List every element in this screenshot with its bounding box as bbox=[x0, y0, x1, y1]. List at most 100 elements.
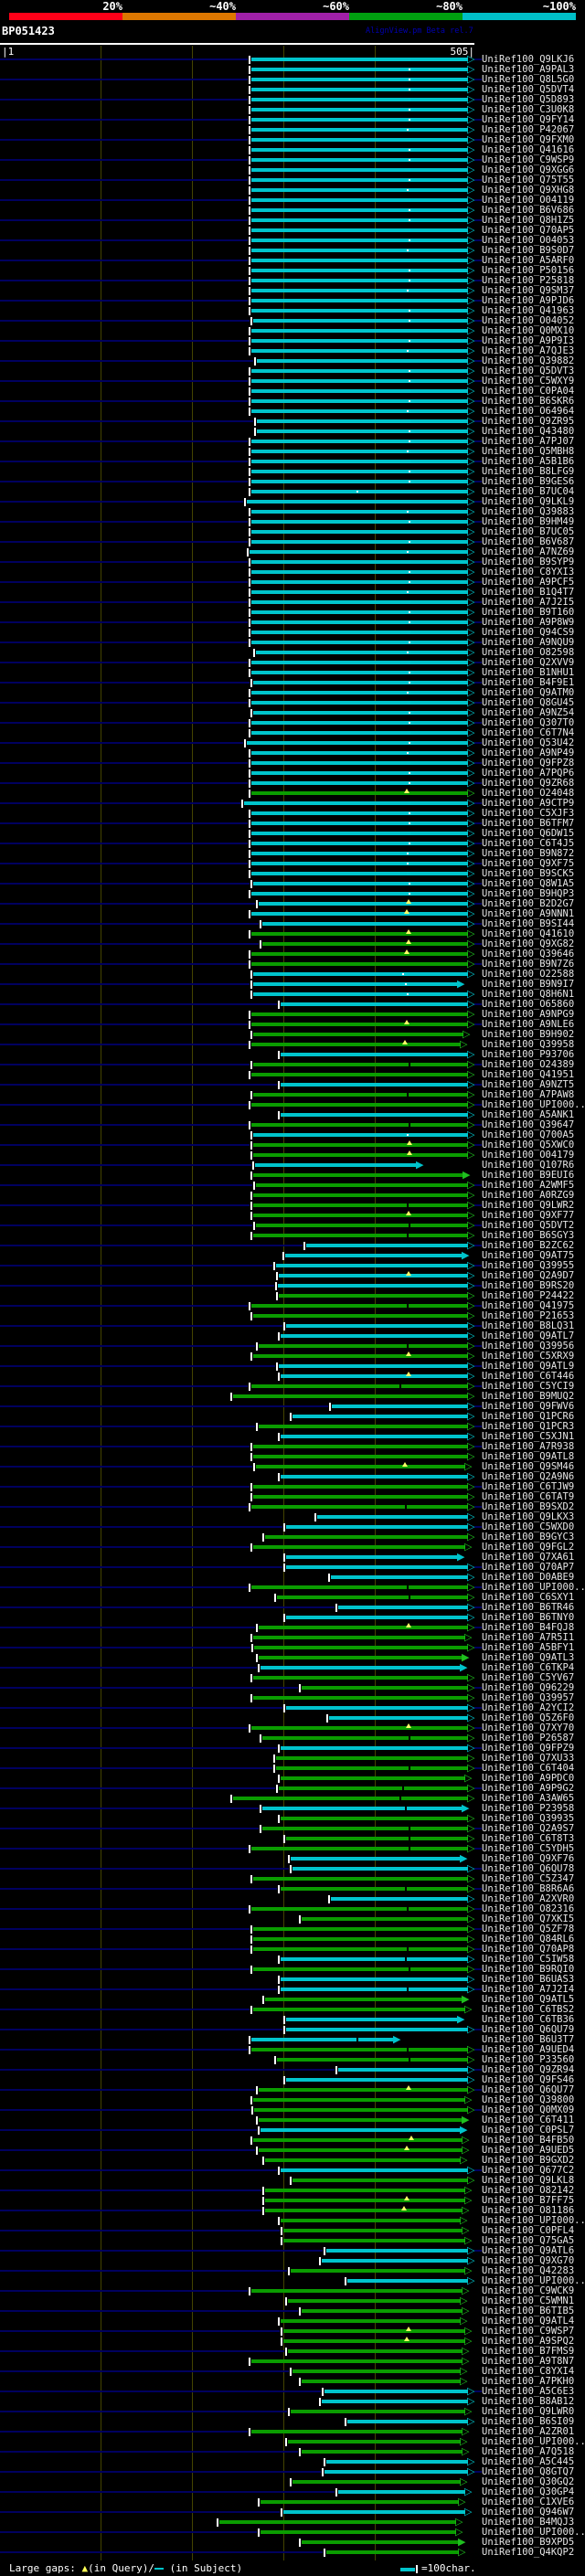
alignment-bar[interactable] bbox=[251, 1907, 468, 1911]
hit-label[interactable]: UniRef100_B9HQP3 bbox=[482, 888, 575, 899]
hit-label[interactable]: UniRef100_B6TR46 bbox=[482, 1602, 575, 1613]
hit-label[interactable]: UniRef100_Q43480 bbox=[482, 426, 575, 437]
hit-label[interactable]: UniRef100_B9SCK5 bbox=[482, 868, 575, 879]
hit-label[interactable]: UniRef100_C6T4J5 bbox=[482, 838, 575, 849]
alignment-bar[interactable] bbox=[251, 58, 468, 61]
alignment-bar[interactable] bbox=[259, 1425, 468, 1428]
hit-label[interactable]: UniRef100_Q9LWR0 bbox=[482, 2406, 575, 2417]
alignment-bar[interactable] bbox=[253, 1193, 468, 1197]
hit-label[interactable]: UniRef100_P93706 bbox=[482, 1049, 575, 1060]
alignment-bar[interactable] bbox=[281, 1776, 465, 1780]
hit-label[interactable]: UniRef100_B9SXD2 bbox=[482, 1501, 575, 1512]
hit-label[interactable]: UniRef100_C5XJF3 bbox=[482, 808, 575, 819]
hit-label[interactable]: UniRef100_Q9ATL9 bbox=[482, 1361, 575, 1372]
alignment-bar[interactable] bbox=[281, 1053, 468, 1056]
hit-label[interactable]: UniRef100_O24389 bbox=[482, 1059, 575, 1070]
alignment-bar[interactable] bbox=[251, 168, 468, 172]
alignment-bar[interactable] bbox=[251, 218, 468, 222]
alignment-bar[interactable] bbox=[251, 912, 468, 916]
hit-label[interactable]: UniRef100_UPI000.. bbox=[482, 2215, 585, 2226]
hit-label[interactable]: UniRef100_Q7XKI5 bbox=[482, 1913, 575, 1924]
hit-label[interactable]: UniRef100_B7UC05 bbox=[482, 526, 575, 537]
hit-label[interactable]: UniRef100_B2ZC62 bbox=[482, 1240, 575, 1251]
hit-label[interactable]: UniRef100_P33560 bbox=[482, 2054, 575, 2065]
alignment-bar[interactable] bbox=[253, 982, 458, 986]
alignment-bar[interactable] bbox=[251, 289, 468, 292]
hit-label[interactable]: UniRef100_Q70AP8 bbox=[482, 1944, 575, 1955]
alignment-bar[interactable] bbox=[329, 1716, 468, 1720]
hit-label[interactable]: UniRef100_Q0MX09 bbox=[482, 2104, 575, 2115]
hit-label[interactable]: UniRef100_A9NNN1 bbox=[482, 908, 575, 919]
alignment-bar[interactable] bbox=[251, 1023, 468, 1026]
hit-label[interactable]: UniRef100_B1Q4T7 bbox=[482, 587, 575, 598]
alignment-bar[interactable] bbox=[281, 1977, 468, 1981]
alignment-bar[interactable] bbox=[347, 2279, 468, 2283]
hit-label[interactable]: UniRef100_P23958 bbox=[482, 1803, 575, 1814]
alignment-bar[interactable] bbox=[251, 862, 468, 865]
alignment-bar[interactable] bbox=[257, 359, 468, 363]
alignment-bar[interactable] bbox=[251, 631, 468, 634]
alignment-bar[interactable] bbox=[251, 1585, 468, 1589]
alignment-bar[interactable] bbox=[233, 1394, 468, 1398]
alignment-bar[interactable] bbox=[251, 178, 468, 182]
hit-label[interactable]: UniRef100_Q307T0 bbox=[482, 717, 575, 728]
hit-label[interactable]: UniRef100_UPI000.. bbox=[482, 2275, 585, 2286]
hit-label[interactable]: UniRef100_Q9LKL9 bbox=[482, 496, 575, 507]
hit-label[interactable]: UniRef100_Q42283 bbox=[482, 2265, 575, 2276]
alignment-bar[interactable] bbox=[251, 108, 468, 111]
hit-label[interactable]: UniRef100_Q2A9S7 bbox=[482, 1823, 575, 1834]
alignment-bar[interactable] bbox=[251, 590, 468, 594]
alignment-bar[interactable] bbox=[251, 1847, 468, 1850]
hit-label[interactable]: UniRef100_Q75T55 bbox=[482, 175, 575, 186]
hit-label[interactable]: UniRef100_C9WCK9 bbox=[482, 2285, 575, 2296]
hit-label[interactable]: UniRef100_A9NLE6 bbox=[482, 1019, 575, 1030]
hit-label[interactable]: UniRef100_Q84RL6 bbox=[482, 1934, 575, 1945]
alignment-bar[interactable] bbox=[251, 269, 468, 272]
hit-label[interactable]: UniRef100_Q9XF76 bbox=[482, 1853, 575, 1864]
hit-label[interactable]: UniRef100_O24048 bbox=[482, 788, 575, 799]
hit-label[interactable]: UniRef100_Q9ATL6 bbox=[482, 2245, 575, 2256]
alignment-bar[interactable] bbox=[302, 2450, 463, 2454]
alignment-bar[interactable] bbox=[259, 2148, 463, 2152]
hit-label[interactable]: UniRef100_A7R938 bbox=[482, 1441, 575, 1452]
hit-label[interactable]: UniRef100_A9UED4 bbox=[482, 2044, 575, 2055]
alignment-bar[interactable] bbox=[276, 1766, 468, 1770]
hit-label[interactable]: UniRef100_P25818 bbox=[482, 275, 575, 286]
hit-label[interactable]: UniRef100_C9WSP9 bbox=[482, 154, 575, 165]
alignment-bar[interactable] bbox=[259, 1656, 463, 1659]
hit-label[interactable]: UniRef100_B4FQJ8 bbox=[482, 1622, 575, 1633]
hit-label[interactable]: UniRef100_A9SPQ2 bbox=[482, 2336, 575, 2347]
hit-label[interactable]: UniRef100_Q9FGL2 bbox=[482, 1542, 575, 1553]
alignment-bar[interactable] bbox=[251, 540, 468, 544]
alignment-bar[interactable] bbox=[251, 1505, 468, 1509]
hit-label[interactable]: UniRef100_Q9FPZ8 bbox=[482, 758, 575, 769]
alignment-bar[interactable] bbox=[281, 1887, 468, 1891]
alignment-bar[interactable] bbox=[259, 1344, 468, 1348]
alignment-bar[interactable] bbox=[292, 2480, 461, 2484]
alignment-bar[interactable] bbox=[251, 560, 468, 564]
alignment-bar[interactable] bbox=[283, 2510, 465, 2514]
alignment-bar[interactable] bbox=[262, 1827, 468, 1830]
hit-label[interactable]: UniRef100_Q39957 bbox=[482, 1692, 575, 1703]
alignment-bar[interactable] bbox=[251, 751, 468, 755]
hit-label[interactable]: UniRef100_B4MQJ3 bbox=[482, 2517, 575, 2528]
alignment-bar[interactable] bbox=[291, 2269, 465, 2273]
alignment-bar[interactable] bbox=[281, 1957, 468, 1961]
alignment-bar[interactable] bbox=[251, 440, 468, 443]
alignment-bar[interactable] bbox=[253, 1545, 465, 1549]
alignment-bar[interactable] bbox=[251, 811, 468, 815]
hit-label[interactable]: UniRef100_B9HM49 bbox=[482, 516, 575, 527]
alignment-bar[interactable] bbox=[253, 1967, 468, 1971]
alignment-bar[interactable] bbox=[276, 1756, 468, 1760]
alignment-bar[interactable] bbox=[326, 2460, 468, 2464]
hit-label[interactable]: UniRef100_C5Z347 bbox=[482, 1873, 575, 1884]
alignment-bar[interactable] bbox=[261, 2530, 456, 2534]
alignment-bar[interactable] bbox=[251, 329, 468, 333]
hit-label[interactable]: UniRef100_Q96229 bbox=[482, 1682, 575, 1693]
alignment-bar[interactable] bbox=[251, 188, 468, 192]
hit-label[interactable]: UniRef100_Q9LKJ6 bbox=[482, 54, 575, 65]
hit-label[interactable]: UniRef100_A7PJ07 bbox=[482, 436, 575, 447]
hit-label[interactable]: UniRef100_A9PDC0 bbox=[482, 1773, 575, 1784]
hit-label[interactable]: UniRef100_UPI000.. bbox=[482, 1099, 585, 1110]
alignment-bar[interactable] bbox=[251, 1073, 468, 1076]
